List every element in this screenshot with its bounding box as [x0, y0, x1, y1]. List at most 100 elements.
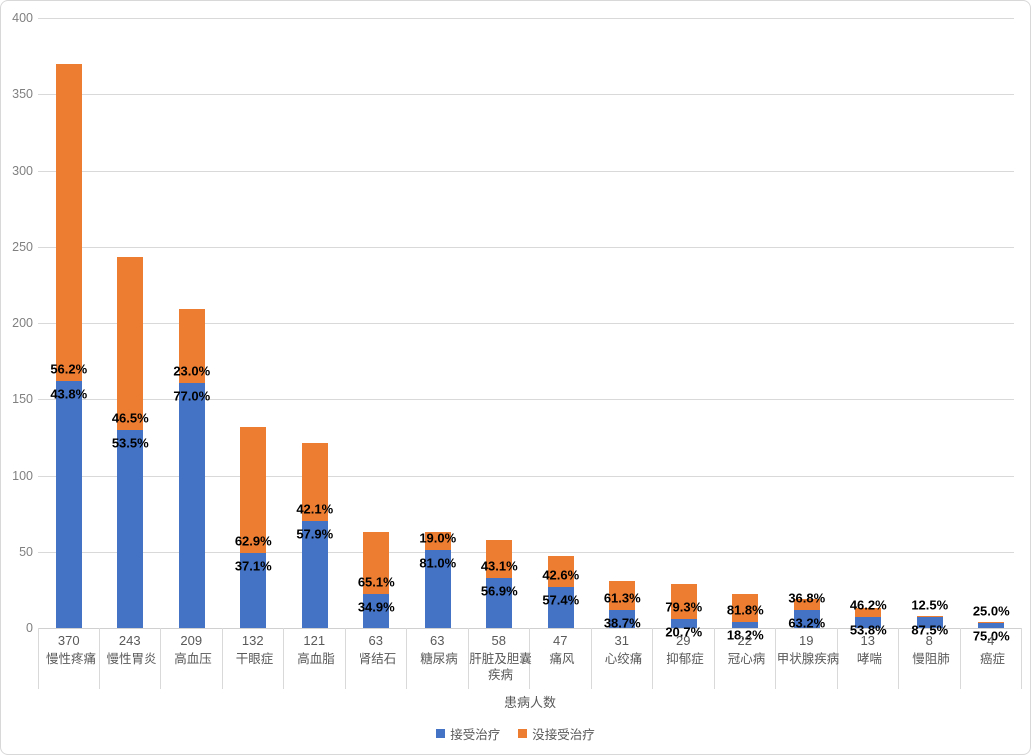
category-count-label: 29	[676, 633, 691, 648]
legend-swatch-untreated-icon	[518, 729, 528, 738]
bar-segment-treated	[855, 617, 882, 628]
bar-segment-untreated	[978, 621, 1005, 624]
legend-label-untreated: 没接受治疗	[532, 728, 595, 742]
category-name-label: 肝脏及胆囊疾病	[469, 652, 532, 682]
category-cell: 13 哮喘	[838, 628, 899, 689]
bar-segment-treated	[609, 609, 636, 628]
category-name-label: 甲状腺疾病	[776, 652, 840, 666]
gridline	[38, 323, 1014, 324]
treated-percent-label: 75.0%	[972, 628, 1010, 644]
category-name-label: 糖尿病	[420, 652, 458, 666]
bar-segment-treated	[916, 617, 943, 628]
untreated-percent-label: 61.3%	[603, 590, 641, 606]
legend: 接受治疗 没接受治疗	[1, 724, 1030, 743]
treated-percent-label: 34.9%	[357, 599, 395, 615]
untreated-percent-label: 23.0%	[173, 363, 211, 379]
bar-segment-treated	[978, 623, 1005, 628]
treated-percent-label: 53.5%	[111, 435, 149, 451]
bar-segment-untreated	[55, 63, 82, 381]
y-axis-tick-label: 150	[12, 392, 33, 407]
treated-percent-label: 57.9%	[296, 526, 334, 542]
category-cell: 63 肾结石	[346, 628, 407, 689]
category-count-label: 370	[57, 633, 80, 648]
category-name-label: 高血脂	[297, 652, 335, 666]
bar-segment-untreated	[301, 443, 328, 522]
y-axis-tick-label: 400	[12, 11, 33, 25]
untreated-percent-label: 56.2%	[50, 361, 88, 377]
treated-percent-label: 18.2%	[726, 627, 764, 643]
y-axis-tick-label: 250	[12, 239, 33, 254]
treated-percent-label: 77.0%	[173, 388, 211, 404]
bar-segment-untreated	[486, 539, 513, 578]
category-count-label: 209	[180, 633, 203, 648]
untreated-percent-label: 46.5%	[111, 410, 149, 426]
category-name-label: 抑郁症	[666, 652, 704, 666]
bar-segment-untreated	[855, 608, 882, 618]
untreated-percent-label: 43.1%	[480, 558, 518, 574]
category-cell: 132 干眼症	[223, 628, 284, 689]
category-name-label: 哮喘	[856, 652, 882, 666]
gridline	[38, 246, 1014, 248]
bar-segment-treated	[178, 382, 205, 628]
legend-swatch-treated-icon	[436, 729, 446, 738]
category-cell: 370 慢性疼痛	[38, 628, 100, 689]
category-count-label: 63	[368, 633, 383, 648]
bar-segment-treated	[547, 586, 574, 628]
category-cell: 121 高血脂	[284, 628, 346, 689]
y-axis-tick-label: 0	[26, 621, 33, 635]
bar-segment-treated	[424, 550, 451, 628]
category-count-label: 47	[553, 633, 568, 648]
bar-segment-treated	[117, 429, 144, 628]
gridline	[38, 170, 1014, 172]
untreated-percent-label: 42.1%	[296, 501, 334, 517]
untreated-percent-label: 46.2%	[849, 597, 887, 613]
untreated-percent-label: 12.5%	[911, 597, 949, 613]
bar-segment-untreated	[240, 426, 267, 554]
category-cell: 63 糖尿病	[407, 628, 469, 689]
bar-segment-untreated	[117, 257, 144, 430]
bar-segment-treated	[486, 577, 513, 628]
untreated-percent-label: 19.0%	[419, 530, 457, 546]
category-cell: 31 心绞痛	[592, 628, 653, 689]
treated-percent-label: 81.0%	[419, 555, 457, 571]
gridline	[38, 18, 1014, 19]
category-cell: 243 慢性胃炎	[100, 628, 161, 689]
treated-percent-label: 87.5%	[911, 622, 949, 638]
category-name-label: 心绞痛	[604, 652, 643, 666]
category-count-label: 4	[987, 633, 995, 648]
category-cell: 4 癌症	[961, 628, 1022, 689]
untreated-percent-label: 81.8%	[726, 602, 764, 618]
category-cell: 8 慢阻肺	[899, 628, 961, 689]
category-count-label: 31	[614, 633, 629, 648]
category-count-label: 58	[491, 633, 506, 648]
category-name-label: 肾结石	[358, 652, 397, 666]
category-cell: 22 冠心病	[715, 628, 776, 689]
y-axis-tick-label: 300	[12, 163, 33, 178]
treated-percent-label: 53.8%	[849, 622, 887, 638]
category-count-label: 22	[737, 633, 752, 648]
bar-segment-untreated	[916, 615, 943, 618]
y-axis-tick-label: 200	[12, 316, 33, 330]
treated-percent-label: 38.7%	[603, 615, 641, 631]
legend-item-treated: 接受治疗	[436, 724, 500, 743]
treated-percent-label: 20.7%	[665, 624, 703, 640]
category-name-label: 慢性胃炎	[106, 652, 157, 666]
category-count-label: 63	[430, 633, 445, 648]
treated-percent-label: 43.8%	[50, 386, 88, 402]
category-count-label: 13	[860, 633, 875, 648]
legend-item-untreated: 没接受治疗	[518, 724, 595, 743]
category-count-label: 121	[303, 633, 326, 648]
category-cell: 58 肝脏及胆囊疾病	[469, 628, 532, 689]
bar-segment-untreated	[793, 599, 820, 610]
y-axis-tick-label: 350	[12, 87, 33, 102]
bar-segment-treated	[240, 553, 267, 628]
bar-segment-untreated	[547, 556, 574, 587]
bar-segment-treated	[55, 380, 82, 628]
bar-segment-treated	[793, 609, 820, 628]
category-name-label: 干眼症	[235, 652, 274, 666]
gridline	[38, 475, 1014, 477]
bar-segment-treated	[363, 594, 390, 628]
untreated-percent-label: 36.8%	[788, 590, 826, 606]
category-count-label: 8	[925, 633, 933, 648]
